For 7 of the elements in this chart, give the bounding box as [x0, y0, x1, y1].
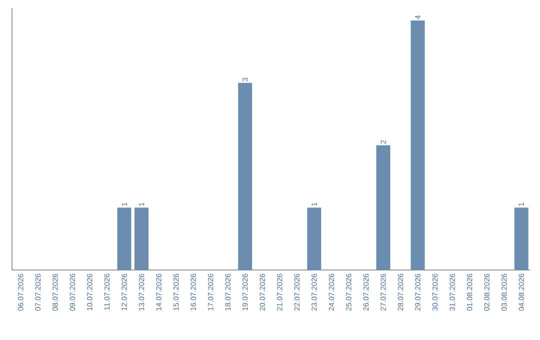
bar	[134, 208, 149, 270]
bar	[117, 208, 132, 270]
bar	[376, 145, 390, 270]
bar	[410, 20, 425, 270]
bar	[238, 82, 252, 270]
bar	[514, 208, 528, 270]
bar	[307, 208, 322, 270]
